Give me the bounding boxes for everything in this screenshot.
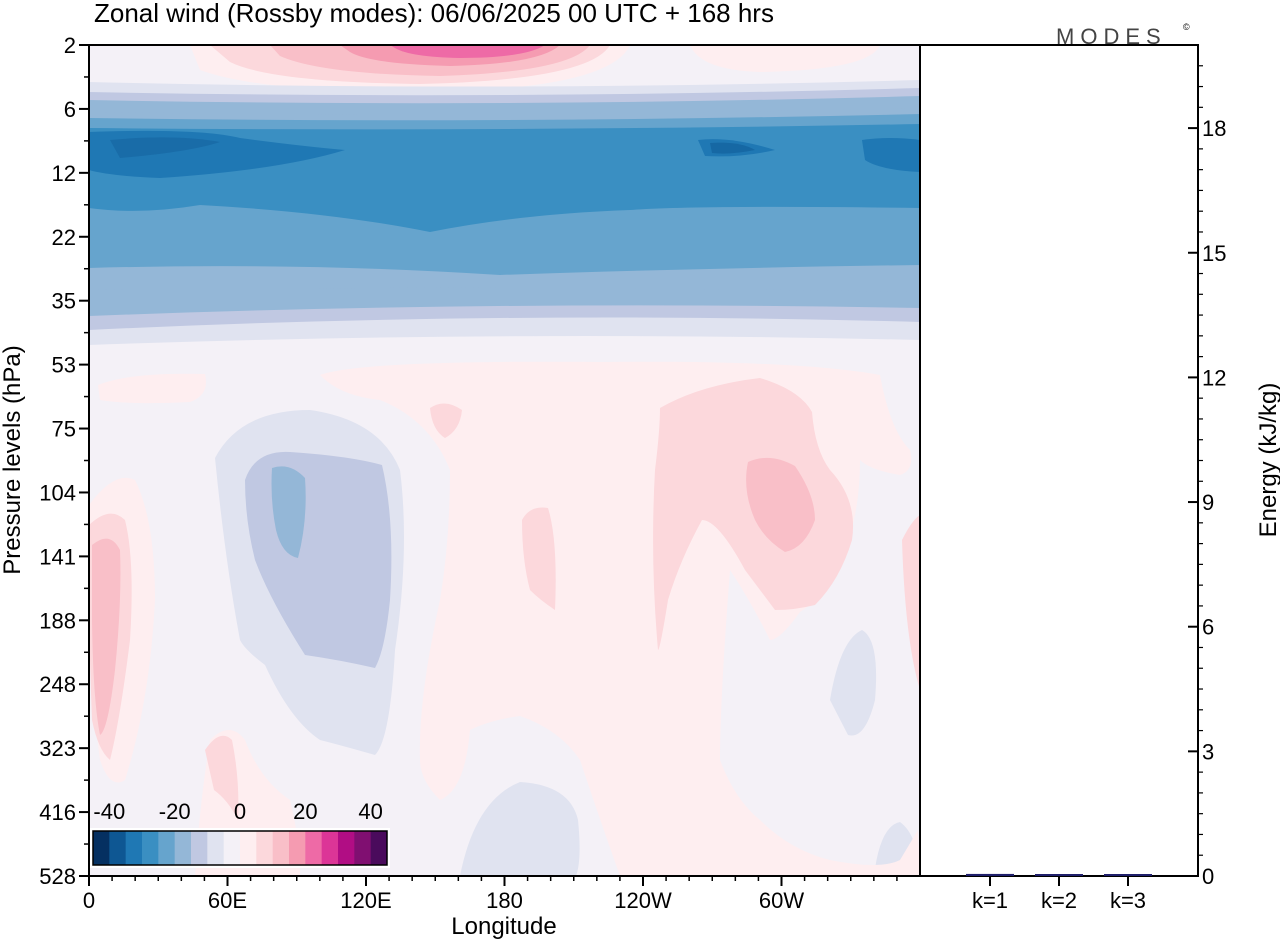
pressure-tick-label: 248 <box>39 672 76 697</box>
colorbar-swatch <box>174 831 192 865</box>
chart-title: Zonal wind (Rossby modes): 06/06/2025 00… <box>94 0 774 28</box>
colorbar-tick-label: -40 <box>93 799 125 824</box>
energy-bar <box>966 873 1014 876</box>
colorbar-swatch <box>93 831 110 865</box>
pressure-tick-label: 12 <box>52 161 76 186</box>
energy-tick-label: 0 <box>1202 864 1214 889</box>
colorbar-swatch <box>256 831 274 865</box>
colorbar-swatch <box>338 831 355 865</box>
colorbar-swatch <box>272 831 290 865</box>
pressure-tick-label: 22 <box>52 225 76 250</box>
longitude-tick-label: 180 <box>486 888 523 913</box>
pressure-tick-label: 416 <box>39 800 76 825</box>
colorbar-swatch <box>142 831 159 865</box>
energy-bars <box>966 873 1152 876</box>
pressure-tick-label: 35 <box>52 289 76 314</box>
colorbar-tick-label: 40 <box>358 799 382 824</box>
colorbar-tick-label: 0 <box>234 799 246 824</box>
energy-tick-label: 9 <box>1202 490 1214 515</box>
colorbar-tick-label: -20 <box>159 799 191 824</box>
pressure-axis: 2 6 12 22 35 53 75 104 141 188 248 323 416 528 <box>39 33 89 889</box>
colorbar-swatch <box>109 831 127 865</box>
wavenumber-label: k=2 <box>1041 888 1077 913</box>
pressure-tick-label: 75 <box>52 417 76 442</box>
wind-field-heatmap <box>89 45 920 876</box>
energy-tick-label: 6 <box>1202 615 1214 640</box>
pressure-tick-label: 141 <box>39 544 76 569</box>
colorbar-tick-label: 20 <box>293 799 317 824</box>
y-axis-label: Pressure levels (hPa) <box>0 345 26 574</box>
colorbar-swatch <box>289 831 306 865</box>
energy-axis-label: Energy (kJ/kg) <box>1255 383 1280 538</box>
energy-bar <box>1104 874 1152 876</box>
x-axis-label: Longitude <box>451 913 556 940</box>
pressure-tick-label: 53 <box>52 353 76 378</box>
pressure-tick-label: 104 <box>39 480 76 505</box>
colorbar-swatch <box>240 831 257 865</box>
wavenumber-label: k=1 <box>972 888 1008 913</box>
colorbar-swatch <box>125 831 143 865</box>
longitude-tick-label: 120W <box>614 888 672 913</box>
energy-tick-label: 18 <box>1202 116 1226 141</box>
pressure-tick-label: 2 <box>64 33 76 58</box>
easterly-jet-bands <box>89 80 920 345</box>
energy-tick-label: 12 <box>1202 365 1226 390</box>
energy-axis: 0 3 6 9 12 15 18 <box>1188 65 1226 889</box>
longitude-tick-label: 60E <box>208 888 247 913</box>
colorbar-swatch <box>305 831 323 865</box>
wavenumber-axis: k=1 k=2 k=3 <box>972 876 1146 913</box>
energy-tick-label: 3 <box>1202 739 1214 764</box>
colorbar-swatch <box>370 831 388 865</box>
pressure-tick-label: 6 <box>64 97 76 122</box>
longitude-tick-label: 60W <box>759 888 804 913</box>
longitude-axis: 0 60E 120E 180 120W 60W <box>83 876 898 913</box>
energy-tick-label: 15 <box>1202 241 1226 266</box>
energy-panel-frame <box>919 44 1199 877</box>
wavenumber-label: k=3 <box>1110 888 1146 913</box>
upper-westerly-region <box>190 45 880 92</box>
colorbar-swatch <box>223 831 241 865</box>
energy-bar <box>1035 874 1083 876</box>
colorbar: -40 -20 0 20 40 <box>90 799 390 868</box>
pressure-tick-label: 188 <box>39 608 76 633</box>
pressure-tick-label: 528 <box>39 864 76 889</box>
longitude-tick-label: 0 <box>83 888 95 913</box>
colorbar-swatch <box>321 831 339 865</box>
colorbar-swatch <box>191 831 208 865</box>
longitude-tick-label: 120E <box>340 888 391 913</box>
westerly-anomaly-regions <box>89 361 920 876</box>
colorbar-frame <box>92 830 388 866</box>
colorbar-swatch <box>207 831 225 865</box>
colorbar-swatch <box>354 831 372 865</box>
copyright-mark: © <box>1183 22 1190 32</box>
colorbar-swatch <box>158 831 176 865</box>
pressure-tick-label: 323 <box>39 736 76 761</box>
